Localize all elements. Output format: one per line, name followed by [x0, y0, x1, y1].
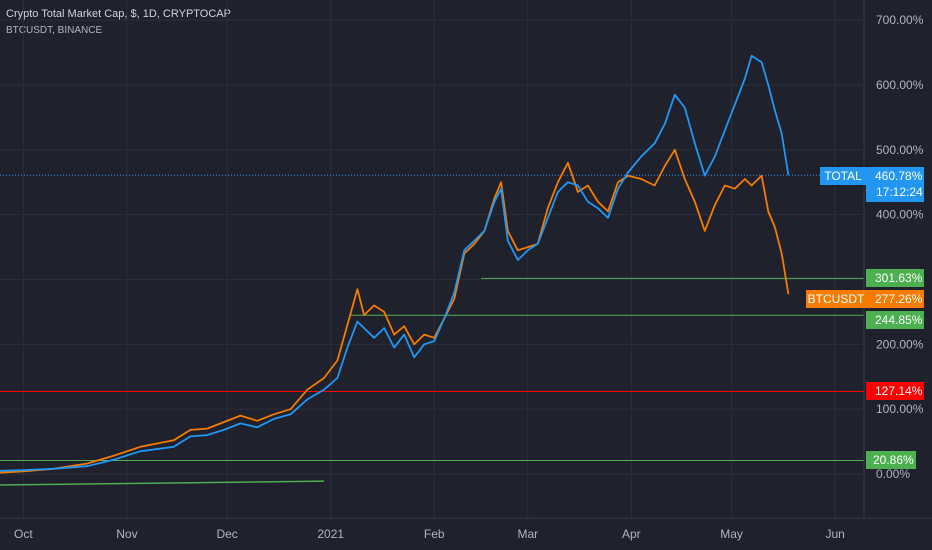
grid-lines — [0, 0, 864, 518]
chart-subtitle: BTCUSDT, BINANCE — [6, 25, 103, 36]
y-tick-label: 500.00% — [876, 143, 924, 157]
level-tag-20: 20.86% — [866, 451, 916, 469]
y-tick-label: 700.00% — [876, 13, 924, 27]
x-tick-label: Feb — [424, 527, 445, 541]
x-tick-label: 2021 — [317, 527, 344, 541]
trend-line — [0, 480, 325, 486]
level-tag-244: 244.85% — [866, 311, 924, 329]
svg-text:127.14%: 127.14% — [875, 384, 923, 398]
horizontal-levels — [0, 174, 864, 486]
level-tag-127: 127.14% — [866, 382, 924, 400]
price-axis[interactable]: 0.00%100.00%200.00%300.00%400.00%500.00%… — [876, 13, 924, 481]
btc-price-tag: BTCUSDT 277.26% — [806, 290, 924, 308]
y-tick-label: 0.00% — [876, 467, 910, 481]
x-tick-label: May — [720, 527, 743, 541]
x-tick-label: Mar — [517, 527, 538, 541]
svg-text:244.85%: 244.85% — [875, 313, 923, 327]
series-line-total — [0, 54, 790, 472]
svg-text:301.63%: 301.63% — [875, 271, 923, 285]
x-tick-label: Dec — [216, 527, 237, 541]
svg-text:20.86%: 20.86% — [873, 453, 914, 467]
level-tag-301: 301.63% — [866, 269, 924, 287]
btc-value-label: 277.26% — [875, 292, 923, 306]
total-price-tag: TOTAL 460.78% 17:12:24 — [820, 167, 924, 202]
btc-series-label: BTCUSDT — [808, 292, 865, 306]
y-tick-label: 200.00% — [876, 337, 924, 351]
x-tick-label: Oct — [14, 527, 33, 541]
y-tick-label: 600.00% — [876, 78, 924, 92]
chart-title: Crypto Total Market Cap, $, 1D, CRYPTOCA… — [6, 8, 231, 20]
total-time-label: 17:12:24 — [876, 185, 923, 199]
x-tick-label: Apr — [622, 527, 641, 541]
y-tick-label: 400.00% — [876, 208, 924, 222]
time-axis[interactable]: Oct Nov Dec 2021 Feb Mar Apr May Jun — [14, 527, 845, 541]
x-tick-label: Nov — [116, 527, 137, 541]
series-line-btcusdt — [0, 148, 790, 474]
total-value-label: 460.78% — [875, 169, 923, 183]
x-tick-label: Jun — [825, 527, 844, 541]
series-lines — [0, 54, 790, 474]
total-series-label: TOTAL — [824, 169, 862, 183]
y-tick-label: 100.00% — [876, 402, 924, 416]
